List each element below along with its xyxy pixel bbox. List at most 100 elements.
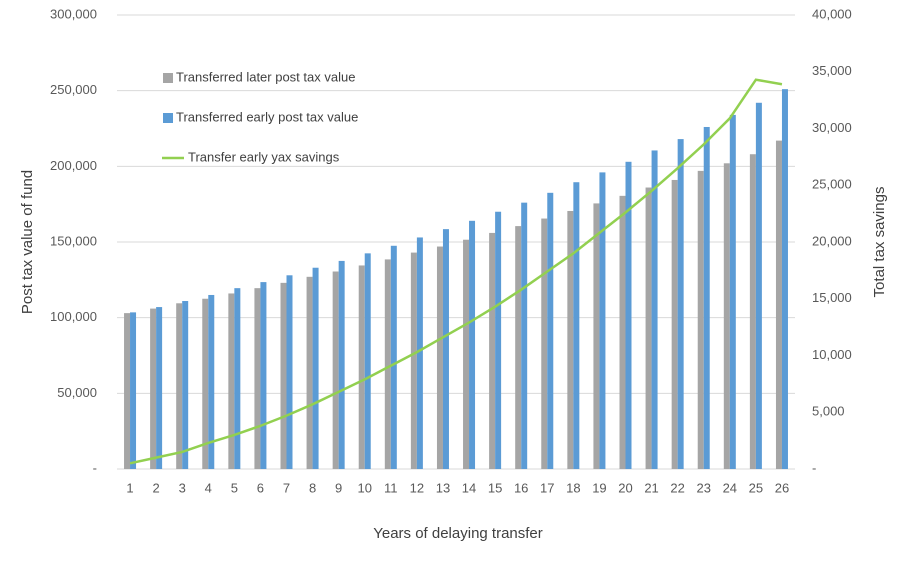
bar [677, 139, 684, 470]
bar [338, 260, 345, 469]
x-tick-label: 15 [488, 480, 502, 495]
bar [390, 245, 397, 469]
y-tick-label: 250,000 [50, 82, 97, 97]
x-tick-label: 6 [257, 480, 264, 495]
bar [410, 252, 417, 469]
y2-tick-label: 10,000 [812, 347, 852, 362]
x-tick-label: 25 [749, 480, 763, 495]
x-tick-label: 12 [410, 480, 424, 495]
bar [286, 275, 293, 469]
y2-axis-title: Total tax savings [871, 187, 888, 298]
x-tick-label: 4 [205, 480, 212, 495]
bar [749, 154, 756, 469]
x-axis-title: Years of delaying transfer [373, 525, 543, 542]
x-tick-label: 21 [644, 480, 658, 495]
bar [150, 308, 157, 469]
y2-tick-label: 25,000 [812, 177, 852, 192]
x-tick-label: 7 [283, 480, 290, 495]
x-tick-label: 2 [152, 480, 159, 495]
bar [541, 218, 548, 469]
x-tick-label: 8 [309, 480, 316, 495]
bar [697, 170, 704, 469]
y-tick-label: 300,000 [50, 6, 97, 21]
x-tick-label: 19 [592, 480, 606, 495]
x-tick-label: 11 [384, 480, 398, 495]
x-tick-label: 3 [179, 480, 186, 495]
y2-tick-label: 15,000 [812, 290, 852, 305]
x-tick-label: 26 [775, 480, 789, 495]
x-tick-label: 16 [514, 480, 528, 495]
bar [547, 192, 554, 470]
y-tick-label: 150,000 [50, 233, 97, 248]
bar [729, 114, 736, 469]
bar [521, 202, 528, 470]
x-tick-label: 17 [540, 480, 554, 495]
line-series [129, 78, 783, 465]
bar [671, 179, 678, 469]
bar [567, 210, 574, 469]
y-tick-label: 100,000 [50, 309, 97, 324]
bar [775, 140, 782, 469]
bar [130, 312, 137, 469]
bar [723, 163, 730, 469]
bar [156, 307, 163, 469]
y2-tick-label: 20,000 [812, 233, 852, 248]
bar [489, 232, 496, 469]
bar [280, 282, 287, 469]
y-axis-title: Post tax value of fund [19, 170, 36, 314]
y2-tick-label: 35,000 [812, 63, 852, 78]
bar [234, 288, 241, 469]
bar [176, 303, 183, 469]
legend-swatch [163, 73, 173, 83]
x-tick-label: 13 [436, 480, 450, 495]
bar [332, 271, 339, 469]
bar [645, 187, 652, 469]
bar [364, 253, 371, 469]
bar [228, 293, 235, 469]
bar [495, 211, 502, 469]
y-tick-label: 200,000 [50, 158, 97, 173]
bar [573, 182, 580, 469]
x-tick-label: 22 [670, 480, 684, 495]
bar [358, 265, 365, 469]
bar [208, 294, 215, 469]
y-tick-label: 50,000 [57, 385, 97, 400]
x-tick-label: 23 [696, 480, 710, 495]
bar [254, 288, 261, 469]
bar [515, 226, 522, 469]
bar [306, 276, 313, 469]
bar [469, 220, 476, 469]
y2-tick-label: 5,000 [812, 404, 845, 419]
bar [651, 150, 658, 469]
bar [312, 267, 319, 469]
x-tick-label: 9 [335, 480, 342, 495]
bar [703, 126, 710, 469]
legend-label: Transferred later post tax value [176, 69, 355, 84]
legend-label: Transferred early post tax value [176, 109, 358, 124]
bar [625, 161, 632, 469]
x-tick-label: 20 [618, 480, 632, 495]
bar [755, 102, 762, 470]
bar [202, 298, 209, 469]
bar [619, 195, 626, 470]
bar [436, 246, 443, 469]
bar [599, 172, 606, 470]
y2-tick-label: - [812, 460, 816, 475]
x-tick-label: 5 [231, 480, 238, 495]
x-tick-label: 10 [357, 480, 371, 495]
legend-label: Transfer early yax savings [188, 149, 340, 164]
bar [781, 89, 788, 470]
x-tick-label: 14 [462, 480, 476, 495]
x-tick-label: 1 [126, 480, 133, 495]
bar [384, 259, 391, 469]
bar [182, 301, 189, 469]
x-tick-label: 24 [723, 480, 737, 495]
bar [260, 282, 267, 469]
bar [442, 229, 449, 469]
bar [124, 313, 131, 469]
legend-swatch [163, 113, 173, 123]
y2-tick-label: 30,000 [812, 120, 852, 135]
bar [463, 239, 470, 469]
y2-tick-label: 40,000 [812, 6, 852, 21]
